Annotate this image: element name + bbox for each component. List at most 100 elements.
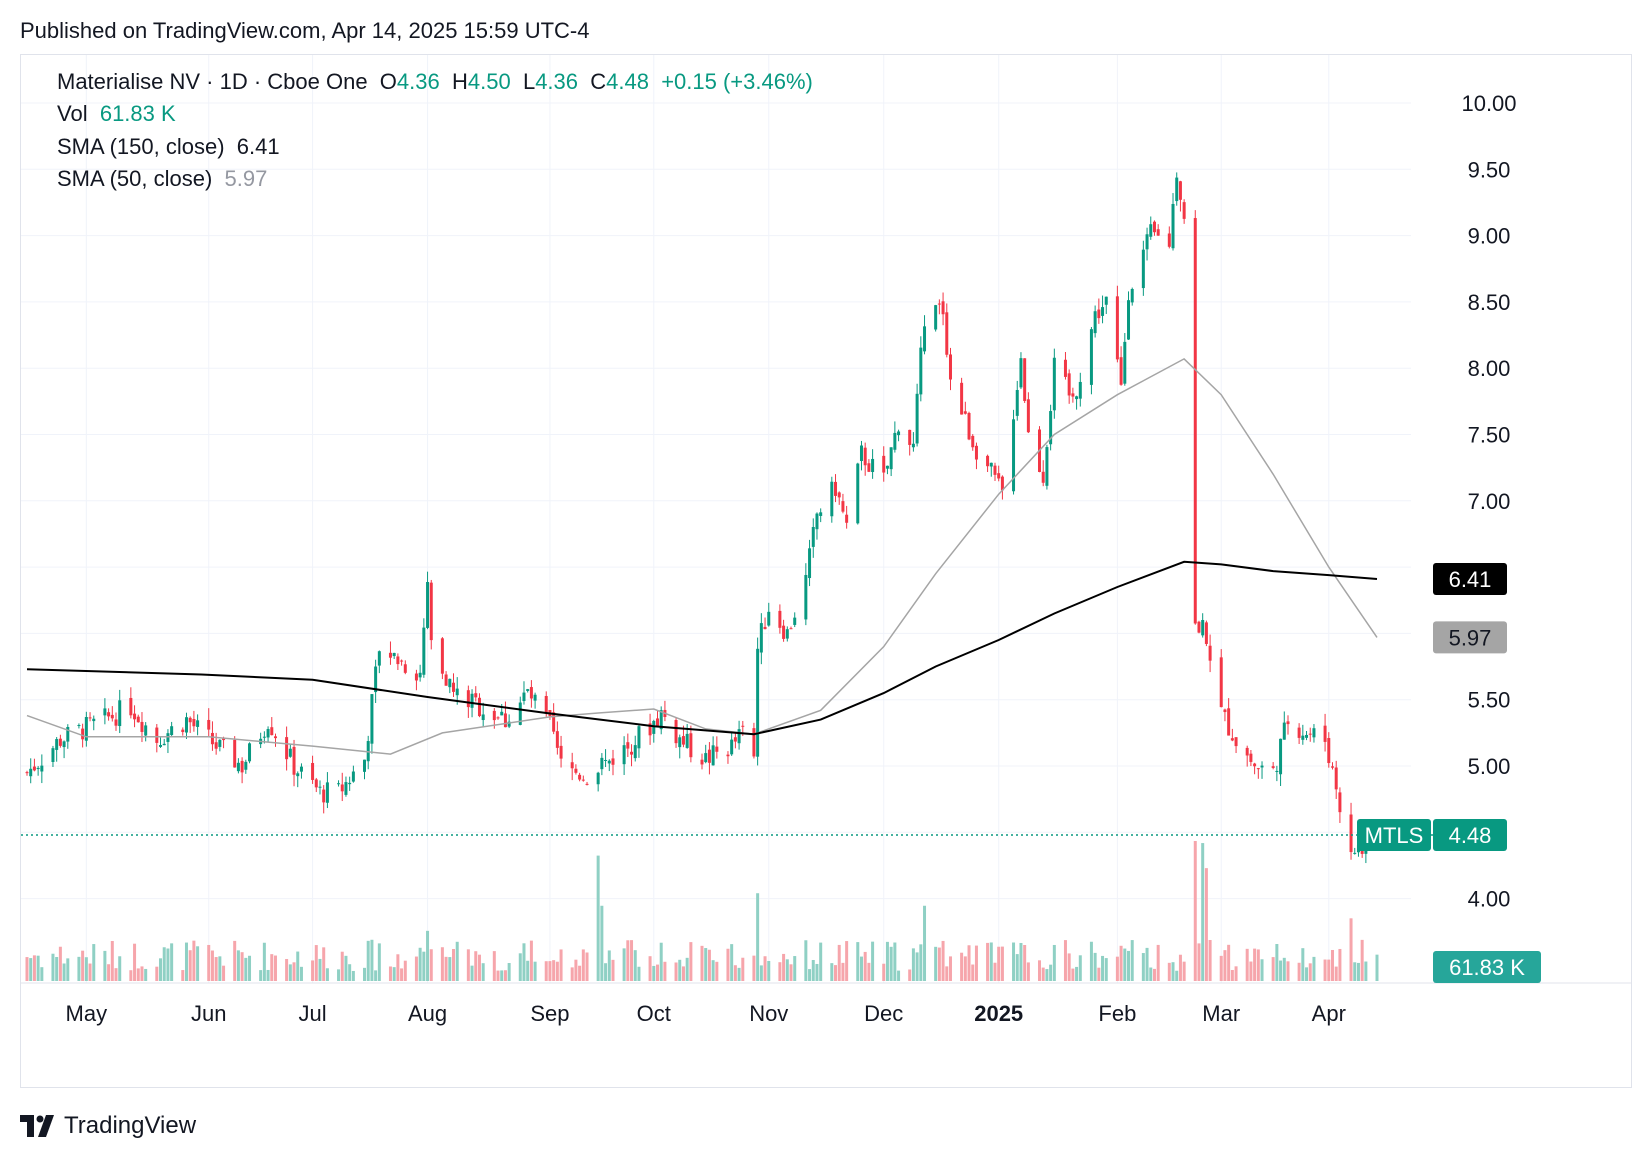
volume-bar [210, 950, 214, 981]
candle-body [863, 447, 867, 466]
volume-bar [1041, 967, 1045, 981]
candle-body [793, 617, 797, 625]
volume-bars [25, 841, 1379, 981]
candle-body [1089, 329, 1093, 385]
volume-bar [1000, 946, 1004, 981]
volume-bar [58, 946, 62, 981]
volume-bar [971, 964, 975, 981]
volume-bar [507, 963, 511, 981]
candle-body [1297, 727, 1301, 738]
x-tick-label: Jun [191, 1001, 226, 1026]
volume-bar [655, 964, 659, 981]
candle-body [655, 718, 659, 727]
volume-bar [110, 940, 114, 981]
volume-bar [244, 957, 248, 981]
volume-bar [737, 967, 741, 981]
volume-bar [1167, 962, 1171, 981]
volume-bar [207, 944, 211, 981]
candle-body [166, 733, 170, 742]
volume-bar [311, 960, 315, 981]
candle-body [32, 766, 36, 771]
candle-body [570, 762, 574, 769]
candle-body [184, 717, 188, 733]
volume-bar [1178, 954, 1182, 981]
candles [25, 172, 1379, 864]
volume-bar [815, 963, 819, 981]
volume-bar [248, 955, 252, 981]
volume-bar [685, 957, 689, 981]
volume-bar [767, 961, 771, 981]
candle-body [1230, 738, 1234, 741]
candle-body [1063, 359, 1067, 377]
volume-bar [1204, 868, 1208, 981]
volume-bar [834, 965, 838, 981]
volume-bar [477, 954, 481, 981]
candle-body [678, 737, 682, 748]
candle-body [1245, 747, 1249, 756]
candle-body [1175, 177, 1179, 202]
volume-bar [444, 956, 448, 981]
legend-sma150: SMA (150, close) 6.41 [57, 134, 280, 160]
volume-bar [366, 940, 370, 981]
candle-body [526, 689, 530, 691]
volume-bar [681, 966, 685, 981]
candle-body [51, 748, 55, 762]
candle-body [118, 700, 122, 727]
candle-body [1019, 358, 1023, 388]
candle-body [919, 347, 923, 395]
candle-body [893, 432, 897, 450]
candle-body [845, 514, 849, 523]
volume-bar [1093, 952, 1097, 981]
candle-body [756, 648, 760, 757]
candle-body [426, 581, 430, 628]
volume-bar [707, 949, 711, 981]
volume-bar [218, 956, 222, 981]
volume-bar [578, 965, 582, 981]
candle-body [815, 513, 819, 530]
volume-bar [400, 968, 404, 981]
price-chart[interactable]: 4.00 5.00 5.50 7.00 7.50 8.00 8.50 9.00 9.50 10.0… [21, 55, 1631, 1087]
candle-body [62, 741, 66, 748]
chart-frame[interactable]: 4.00 5.00 5.50 7.00 7.50 8.00 8.50 9.00 9.50 10.0… [20, 54, 1632, 1088]
candle-body [934, 305, 938, 330]
volume-bar [1015, 954, 1019, 981]
tradingview-logo[interactable]: TradingView [20, 1112, 196, 1140]
candle-body [1026, 399, 1030, 433]
volume-bar [1063, 940, 1067, 981]
candle-body [811, 526, 815, 547]
candle-body [1260, 765, 1264, 768]
candle-body [1071, 393, 1075, 397]
candle-body [92, 718, 96, 722]
candle-body [1049, 411, 1053, 445]
candle-body [759, 623, 763, 653]
candle-body [55, 739, 59, 750]
candle-body [377, 651, 381, 666]
candle-body [578, 774, 582, 780]
volume-bar [114, 968, 118, 981]
candle-body [804, 574, 808, 620]
candle-body [299, 766, 303, 772]
candle-body [440, 638, 444, 674]
volume-bar [997, 946, 1001, 981]
volume-bar [455, 941, 459, 981]
volume-bar [155, 966, 159, 981]
volume-bar [1152, 968, 1156, 981]
volume-bar [604, 963, 608, 981]
candle-body [322, 789, 326, 803]
volume-bar [1012, 942, 1016, 981]
candle-body [162, 743, 166, 746]
legend-sma50-value: 5.97 [224, 166, 268, 191]
candle-body [1308, 733, 1312, 735]
volume-bar [40, 967, 44, 981]
volume-bar [1193, 841, 1197, 981]
candle-body [374, 666, 378, 693]
volume-bar [915, 952, 919, 981]
candle-body [1167, 233, 1171, 247]
candle-body [1182, 202, 1186, 219]
candle-body [889, 447, 893, 470]
volume-bar [337, 969, 341, 981]
volume-bar [663, 961, 667, 981]
candle-body [1067, 373, 1071, 396]
candle-body [752, 728, 756, 757]
candle-body [1353, 852, 1357, 854]
